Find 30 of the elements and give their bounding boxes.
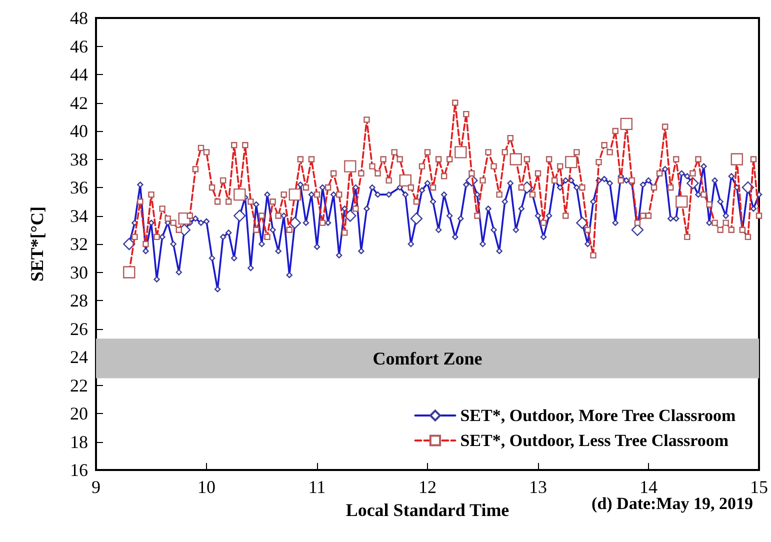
x-tick-label: 12 (418, 477, 436, 497)
y-tick-label: 34 (70, 206, 88, 226)
y-tick-label: 48 (70, 8, 88, 28)
x-tick-label: 9 (92, 477, 100, 497)
y-tick-label: 40 (70, 121, 88, 141)
legend-label: SET*, Outdoor, Less Tree Classroom (460, 431, 728, 450)
y-tick-label: 32 (70, 234, 88, 254)
y-tick-label: 26 (70, 318, 88, 339)
x-tick-label: 14 (640, 477, 658, 497)
y-tick-label: 22 (70, 375, 88, 396)
text: (d) Date:May 19, 2019 (592, 494, 753, 513)
x-axis-title: Local Standard Time (346, 500, 510, 520)
x-tick-label: 15 (750, 477, 768, 497)
legend-label: SET*, Outdoor, More Tree Classroom (460, 406, 736, 425)
y-tick-label: 20 (70, 404, 88, 424)
y-tick-label: 38 (70, 149, 88, 170)
y-tick-label: 16 (70, 460, 88, 480)
y-tick-label: 18 (70, 432, 88, 452)
y-tick-label: 46 (70, 36, 88, 56)
y-tick-label: 30 (70, 262, 88, 282)
x-tick-label: 11 (308, 477, 326, 497)
y-axis-title: SET*[°C] (27, 206, 47, 282)
y-tick-label: 36 (70, 178, 88, 198)
x-tick-label: 13 (529, 477, 547, 497)
y-tick-label: 44 (70, 64, 88, 84)
band-label: Comfort Zone (372, 348, 482, 368)
y-tick-label: 42 (70, 92, 88, 113)
x-tick-label: 10 (198, 477, 216, 497)
y-tick-label: 28 (70, 290, 88, 310)
y-tick-label: 24 (70, 347, 88, 367)
